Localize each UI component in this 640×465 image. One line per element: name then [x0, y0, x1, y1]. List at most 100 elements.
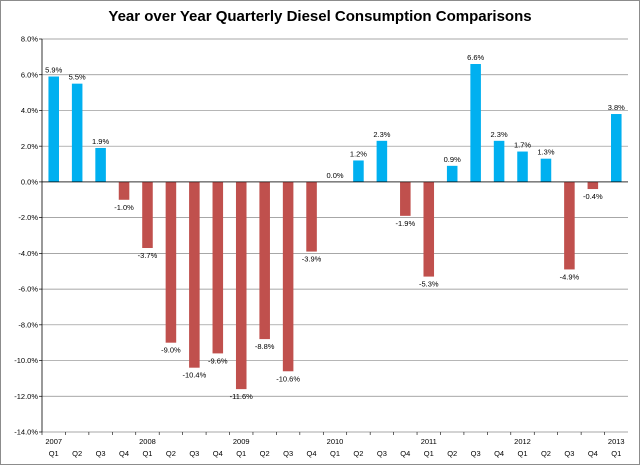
bar — [400, 181, 411, 216]
bar — [611, 114, 622, 182]
bar — [423, 181, 435, 277]
x-year-label: 2008 — [139, 437, 156, 446]
bar — [446, 165, 458, 182]
x-year-label: 2007 — [45, 437, 62, 446]
data-label: -3.9% — [302, 255, 322, 264]
data-label: -1.0% — [114, 203, 134, 212]
data-labels: 5.9% 5.5% 1.9% -1.0% -3.7% -9.0% -10.4%-9.6% -1… — [45, 53, 625, 401]
y-tick-label: 0.0% — [21, 178, 38, 187]
data-label: 3.8% — [608, 103, 625, 112]
data-label: 2.3% — [373, 130, 390, 139]
x-quarter-label: Q1 — [236, 449, 246, 458]
data-label: 1.7% — [514, 141, 531, 150]
bar — [353, 160, 364, 182]
grid-lines — [42, 38, 628, 433]
x-quarter-label: Q2 — [447, 449, 457, 458]
bar — [118, 181, 130, 200]
bar — [587, 181, 599, 190]
data-label: -1.9% — [396, 219, 416, 228]
bar — [470, 64, 481, 182]
x-quarter-label: Q4 — [494, 449, 504, 458]
bars — [48, 64, 622, 390]
data-label: 0.9% — [444, 155, 461, 164]
data-label: -10.4% — [182, 371, 206, 380]
x-quarter-label: Q2 — [166, 449, 176, 458]
data-label: -10.6% — [276, 374, 300, 383]
x-quarter-label: Q3 — [96, 449, 106, 458]
data-label: -0.4% — [583, 192, 603, 201]
data-label: 5.9% — [45, 66, 62, 75]
x-quarter-label: Q3 — [283, 449, 293, 458]
y-tick-label: -10.0% — [14, 356, 38, 365]
chart-title: Year over Year Quarterly Diesel Consumpt… — [108, 8, 532, 25]
bar — [235, 181, 247, 390]
bar — [212, 181, 224, 354]
x-quarter-label: Q2 — [353, 449, 363, 458]
bar — [282, 181, 294, 372]
y-tick-label: 2.0% — [21, 142, 38, 151]
bar — [142, 181, 153, 249]
axes: 8.0% 6.0% 4.0% 2.0% 0.0% -2.0% -4.0% -6.0% -8.0%… — [14, 35, 628, 458]
x-quarter-label: Q1 — [424, 449, 434, 458]
data-label: -9.6% — [208, 356, 228, 365]
x-quarter-label: Q1 — [330, 449, 340, 458]
bar — [48, 76, 59, 182]
bar — [71, 83, 83, 182]
bar — [306, 181, 317, 252]
y-tick-label: -14.0% — [14, 428, 38, 437]
x-quarter-label: Q4 — [307, 449, 317, 458]
x-quarter-label: Q1 — [611, 449, 621, 458]
data-label: -9.0% — [161, 346, 181, 355]
x-quarter-label: Q3 — [564, 449, 574, 458]
y-tick-label: 4.0% — [21, 106, 38, 115]
bar — [259, 181, 270, 340]
y-tick-label: 8.0% — [21, 35, 38, 44]
x-quarter-label: Q3 — [377, 449, 387, 458]
bar — [189, 181, 200, 368]
x-year-label: 2013 — [608, 437, 625, 446]
bar — [517, 151, 528, 182]
data-label: 0.0% — [326, 171, 343, 180]
x-year-label: 2012 — [514, 437, 531, 446]
y-tick-label: 6.0% — [21, 70, 38, 79]
x-quarter-label: Q4 — [400, 449, 410, 458]
x-quarter-label: Q4 — [588, 449, 598, 458]
y-tick-label: -2.0% — [18, 213, 38, 222]
x-quarter-label: Q1 — [518, 449, 528, 458]
x-year-label: 2010 — [327, 437, 344, 446]
bar — [165, 181, 177, 343]
y-tick-label: -6.0% — [18, 285, 38, 294]
x-quarter-label: Q2 — [260, 449, 270, 458]
data-label: -11.6% — [230, 392, 254, 401]
x-quarter-label: Q4 — [119, 449, 129, 458]
x-quarter-label: Q1 — [49, 449, 59, 458]
data-label: -4.9% — [560, 272, 580, 281]
data-label: 1.9% — [92, 137, 109, 146]
x-quarter-label: Q2 — [541, 449, 551, 458]
data-label: 1.3% — [537, 148, 554, 157]
x-year-label: 2009 — [233, 437, 250, 446]
data-label: 5.5% — [69, 73, 86, 82]
bar — [493, 140, 505, 182]
y-tick-label: -8.0% — [18, 320, 38, 329]
bar — [376, 140, 388, 182]
data-label: 1.2% — [350, 149, 367, 158]
x-quarter-label: Q4 — [213, 449, 223, 458]
data-label: -3.7% — [138, 251, 158, 260]
bar — [564, 181, 575, 270]
data-label: 2.3% — [491, 130, 508, 139]
y-tick-label: -4.0% — [18, 249, 38, 258]
data-label: 6.6% — [467, 53, 484, 62]
x-quarter-label: Q2 — [72, 449, 82, 458]
x-quarter-label: Q1 — [142, 449, 152, 458]
bar — [95, 147, 106, 182]
data-label: -5.3% — [419, 280, 439, 289]
bar — [540, 158, 552, 182]
data-label: -8.8% — [255, 342, 275, 351]
x-year-label: 2011 — [421, 437, 437, 446]
x-quarter-label: Q3 — [189, 449, 199, 458]
y-tick-label: -12.0% — [14, 392, 38, 401]
x-quarter-label: Q3 — [471, 449, 481, 458]
